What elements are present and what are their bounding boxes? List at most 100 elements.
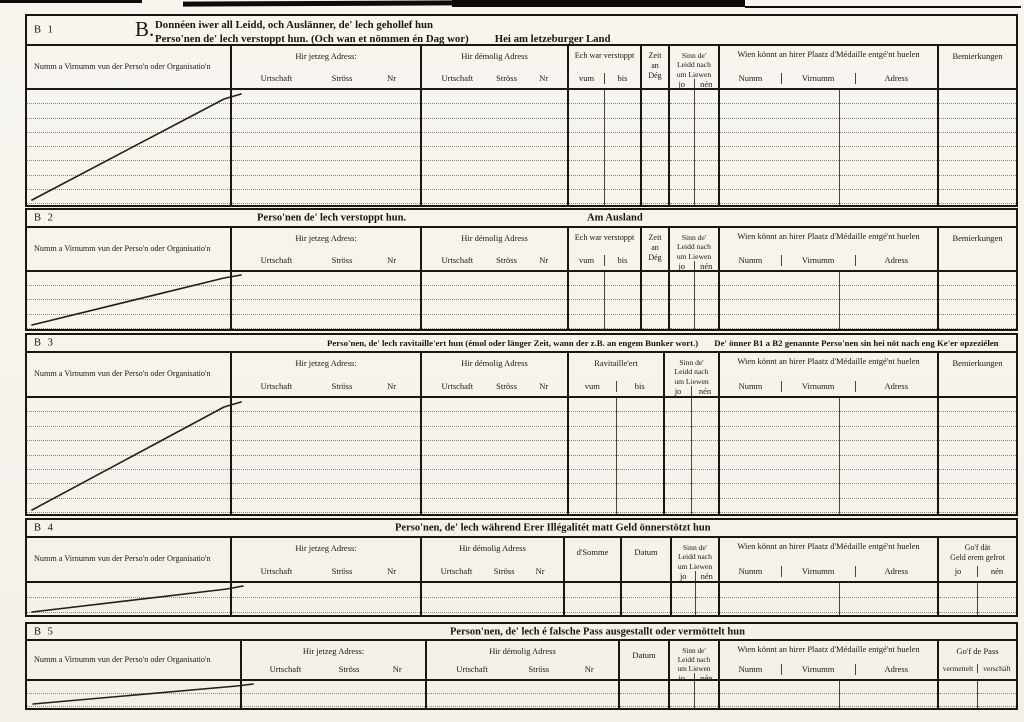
column-header-former-address: Hir démolig Adress <box>489 646 556 656</box>
ruled-line <box>692 441 718 456</box>
body-cell <box>422 272 567 329</box>
subheader-yes: jo <box>670 79 695 88</box>
column-header-alive: Sinn de' Leidd nach um Liewen <box>676 233 712 261</box>
ruled-line <box>694 119 718 133</box>
ruled-line <box>694 161 718 176</box>
column-header-medal: Wien könnt an hirer Plaatz d'Médaille en… <box>737 231 920 241</box>
section-id: B 2 <box>34 212 55 224</box>
subheader-city: Urtschaft <box>456 664 488 674</box>
ruled-line <box>242 694 425 707</box>
column-header-former-address: Hir démolig Adress <box>461 51 528 61</box>
ruled-line <box>720 470 937 485</box>
ruled-line <box>569 161 604 176</box>
ruled-line <box>670 272 694 287</box>
ruled-line <box>422 583 563 598</box>
ruled-line <box>569 147 604 162</box>
ruled-line <box>939 286 1016 301</box>
subheader-nr: Nr <box>387 73 397 83</box>
ruled-line <box>694 190 718 205</box>
ruled-line <box>642 190 668 205</box>
column-date: Datum <box>622 538 672 615</box>
ruled-line <box>694 272 718 287</box>
ruled-line <box>616 427 663 442</box>
column-header-date: Datum <box>634 547 658 557</box>
ruled-line <box>569 272 604 287</box>
ruled-line <box>670 90 694 105</box>
column-remarks: Bemierkungen <box>939 353 1016 514</box>
ruled-line <box>694 90 718 105</box>
period-subheader: vum bis <box>569 381 663 396</box>
ruled-line <box>565 598 620 613</box>
body-cell <box>720 681 937 708</box>
subheader-street: Ströss <box>528 664 550 674</box>
column-header-former-address: Hir démolig Adress <box>459 543 526 553</box>
ruled-line <box>642 161 668 176</box>
ruled-line <box>642 300 668 315</box>
pass-subheader: vermettelt verschäft <box>939 664 1016 679</box>
column-name: Numm a Virnumm vun der Perso'n oder Orga… <box>27 641 254 708</box>
ruled-line <box>569 456 616 470</box>
section-title-line: Perso'nen, de' lech ravitaille'ert hun (… <box>327 338 999 348</box>
subheader-medal-address: Adress <box>854 73 937 84</box>
section-id: B 3 <box>34 337 55 349</box>
column-divider <box>839 90 841 205</box>
ruled-line <box>27 300 230 315</box>
body-cell <box>422 583 563 615</box>
subheader-nr: Nr <box>539 255 549 265</box>
column-date: Datum <box>620 641 670 708</box>
ruled-line <box>232 119 420 133</box>
medal-subheader: Numm Virnumm Adress <box>720 73 937 88</box>
subheader-to: bis <box>617 255 628 265</box>
address-subheader: Urtschaft Ströss Nr <box>422 73 567 88</box>
ruled-line <box>670 119 694 133</box>
strikethrough-line <box>31 274 242 326</box>
ruled-line <box>232 147 420 162</box>
ruled-line <box>232 484 420 499</box>
subheader-city: Urtschaft <box>441 255 474 265</box>
column-header-name: Numm a Virnumm vun der Perso'n oder Orga… <box>34 369 211 379</box>
subheader-pass-obtained: verschäft <box>983 664 1011 673</box>
section-title: Person'nen, de' lech é falsche Pass ausg… <box>450 626 745 637</box>
subheader-medal-name: Numm <box>738 381 763 391</box>
ruled-line <box>692 412 718 427</box>
subheader-nr: Nr <box>387 255 397 265</box>
column-former-address: Hir démolig Adress Urtschaft Ströss Nr <box>422 353 569 514</box>
ruled-line <box>939 456 1016 470</box>
ruled-line <box>422 470 567 485</box>
strikethrough-line <box>31 93 242 201</box>
ruled-line <box>692 499 718 514</box>
ruled-line <box>939 90 1016 105</box>
ruled-line <box>694 694 718 707</box>
column-header-name: Numm a Virnumm vun der Perso'n oder Orga… <box>34 654 211 664</box>
ruled-line <box>27 272 230 287</box>
form-section-b2: B 2 Perso'nen de' lech verstoppt hun. Am… <box>25 208 1018 331</box>
subheader-yes: jo <box>670 673 695 679</box>
heading-line2: Perso'nen de' lech verstoppt hun. (Och w… <box>155 33 469 46</box>
column-header-current-address: Hir jetzeg Adress: <box>295 51 357 61</box>
ruled-line <box>642 176 668 191</box>
column-header-days: Zeit an Dég <box>648 233 662 262</box>
ruled-line <box>939 427 1016 442</box>
ruled-line <box>695 583 718 598</box>
body-cell <box>27 583 230 615</box>
ruled-line <box>642 315 668 329</box>
ruled-line <box>27 441 230 456</box>
subheader-street: Ströss <box>496 255 517 265</box>
subheader-nr: Nr <box>387 381 397 391</box>
ruled-line <box>939 272 1016 287</box>
ruled-line <box>232 412 420 427</box>
ruled-line <box>27 161 230 176</box>
ruled-line <box>672 598 695 613</box>
subheader-no: nén <box>700 673 713 681</box>
ruled-line <box>692 484 718 499</box>
subheader-from: vum <box>569 381 617 392</box>
ruled-line <box>670 286 694 301</box>
alive-subheader: jo nén <box>670 261 718 270</box>
ruled-line <box>939 412 1016 427</box>
table-grid: Numm a Virnumm vun der Perso'n oder Orga… <box>27 228 1016 329</box>
subheader-nr: Nr <box>539 381 549 391</box>
section-title: Perso'nen de' lech verstoppt hun. <box>257 212 407 224</box>
ruled-line <box>720 398 937 413</box>
body-cell <box>670 681 695 708</box>
ruled-line <box>720 300 937 315</box>
